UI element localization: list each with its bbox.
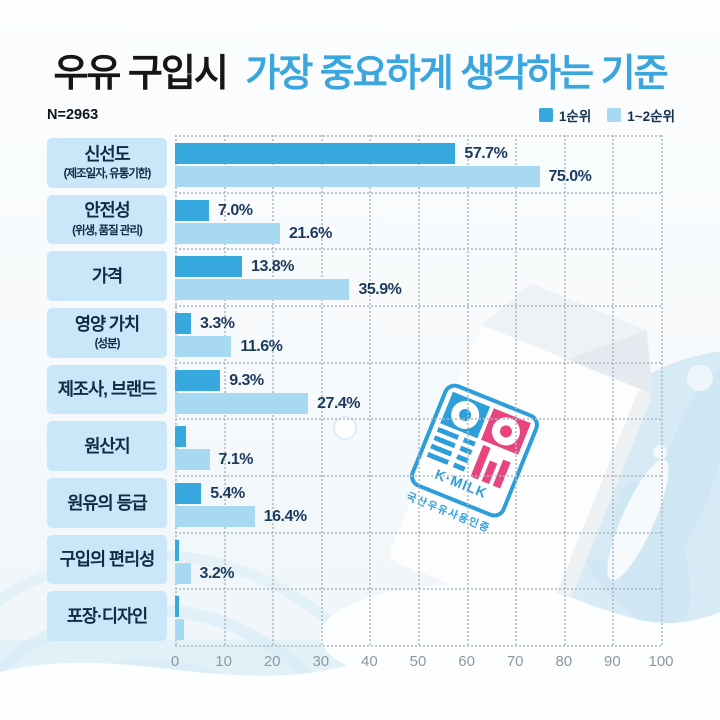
category-label-text: 영양 가치 (74, 313, 140, 334)
axis-tick-label: 80 (555, 653, 573, 670)
axis-tick-label: 0 (170, 653, 180, 670)
gridline-vertical (612, 135, 615, 645)
page-title: 우유 구입시 가장 중요하게 생각하는 기준 (0, 42, 720, 97)
gridline-vertical (661, 135, 663, 645)
splash-drop-tall (607, 459, 669, 581)
bar-value-label: 9.3% (229, 371, 264, 389)
legend-item-rank1: 1순위 (538, 105, 592, 125)
axis-tick-label: 90 (604, 653, 621, 670)
bar-rank12 (175, 336, 232, 357)
bar-rank1 (175, 199, 210, 221)
category-label: 안전성 (위생, 품질 관리) (47, 194, 167, 245)
legend-item-rank12: 1~2순위 (607, 105, 675, 125)
gridline-vertical (563, 135, 566, 645)
gridline-vertical (466, 135, 469, 645)
title-blue-part: 가장 중요하게 생각하는 기준 (245, 53, 668, 95)
bar-rank12 (175, 222, 280, 244)
legend-swatch-rank1 (538, 108, 553, 122)
gridline-vertical (272, 135, 275, 645)
bar-rank12 (175, 449, 210, 471)
axis-tick-label: 10 (215, 653, 232, 670)
bar-rank1 (175, 256, 243, 278)
axis-tick-label: 40 (361, 653, 378, 670)
category-label: 구입의 편리성 (47, 534, 167, 585)
title-black-part: 우유 구입시 (53, 53, 228, 95)
category-label: 가격 (47, 251, 167, 301)
category-label-text: 포장·디자인 (66, 605, 148, 626)
gridline-horizontal (175, 191, 661, 194)
bar-value-label: 7.1% (218, 451, 254, 469)
gridline-vertical (418, 135, 420, 645)
axis-tick-label: 50 (409, 653, 427, 670)
sample-size-label: N=2963 (47, 107, 99, 123)
gridline-horizontal (175, 305, 661, 307)
axis-tick-label: 60 (458, 653, 475, 670)
category-sublabel-text: (제조일자, 유통기한) (63, 168, 152, 181)
gridline-vertical (223, 135, 226, 645)
gridline-horizontal (175, 588, 661, 591)
bar-rank12 (175, 279, 350, 301)
category-label-text: 가격 (91, 265, 123, 286)
category-label: 제조사, 브랜드 (47, 364, 167, 415)
category-label-text: 원유의 등급 (67, 492, 147, 513)
category-label-text: 안전성 (84, 200, 130, 221)
gridline-vertical (369, 135, 372, 645)
bubbles (333, 365, 713, 459)
bar-rank1 (175, 426, 186, 448)
bar-value-label: 16.4% (263, 508, 307, 525)
milk-pool (320, 584, 620, 688)
axis-tick-label: 30 (312, 653, 330, 670)
bar-value-label: 57.7% (464, 145, 508, 162)
bar-value-label: 35.9% (358, 281, 402, 299)
category-label: 원산지 (47, 421, 167, 471)
bar-value-label: 5.4% (210, 485, 245, 502)
legend-swatch-rank12 (607, 108, 622, 122)
category-label: 신선도 (제조일자, 유통기한) (47, 138, 167, 188)
category-label-text: 제조사, 브랜드 (57, 379, 157, 400)
category-label-text: 원산지 (84, 435, 130, 456)
bar-rank12 (175, 619, 184, 641)
bar-rank1 (175, 539, 180, 561)
bar-value-label: 3.3% (200, 315, 235, 332)
gridline-horizontal (175, 418, 661, 421)
bar-rank1 (175, 596, 180, 618)
axis-tick-label: 100 (648, 653, 674, 670)
category-sublabel-text: (위생, 품질 관리) (72, 224, 143, 237)
bar-value-label: 27.4% (317, 394, 361, 412)
bar-rank1 (175, 143, 456, 164)
bar-value-label: 7.0% (218, 201, 253, 219)
category-label: 원유의 등급 (47, 478, 167, 528)
bar-rank1 (175, 369, 221, 391)
legend-label-rank12: 1~2순위 (627, 109, 675, 124)
category-label: 영양 가치 (성분) (47, 308, 167, 358)
bar-value-label: 21.6% (288, 224, 332, 242)
bar-value-label: 75.0% (548, 168, 592, 185)
bar-rank12 (175, 392, 309, 414)
bar-rank1 (175, 483, 202, 504)
bar-rank12 (175, 562, 191, 584)
chart-legend: 1순위 1~2순위 (538, 105, 675, 125)
category-label-text: 신선도 (84, 143, 130, 164)
gridline-horizontal (175, 135, 661, 137)
gridline-vertical (515, 135, 518, 645)
category-label-text: 구입의 편리성 (59, 549, 155, 570)
legend-label-rank1: 1순위 (558, 109, 592, 124)
bar-rank1 (175, 313, 192, 334)
category-sublabel-text: (성분) (94, 338, 121, 351)
gridline-vertical (320, 135, 323, 645)
gridline-horizontal (175, 475, 661, 477)
category-label: 포장·디자인 (47, 591, 167, 641)
bar-rank12 (175, 506, 255, 527)
gridline-horizontal (175, 248, 661, 251)
bar-value-label: 3.2% (199, 564, 235, 582)
bar-value-label: 11.6% (240, 338, 283, 355)
axis-tick-label: 20 (263, 653, 281, 670)
gridline-horizontal (175, 645, 661, 647)
axis-tick-label: 70 (506, 653, 524, 670)
bar-rank12 (175, 166, 540, 187)
gridline-horizontal (175, 361, 661, 364)
bar-value-label: 13.8% (251, 258, 294, 276)
gridline-horizontal (175, 531, 661, 534)
